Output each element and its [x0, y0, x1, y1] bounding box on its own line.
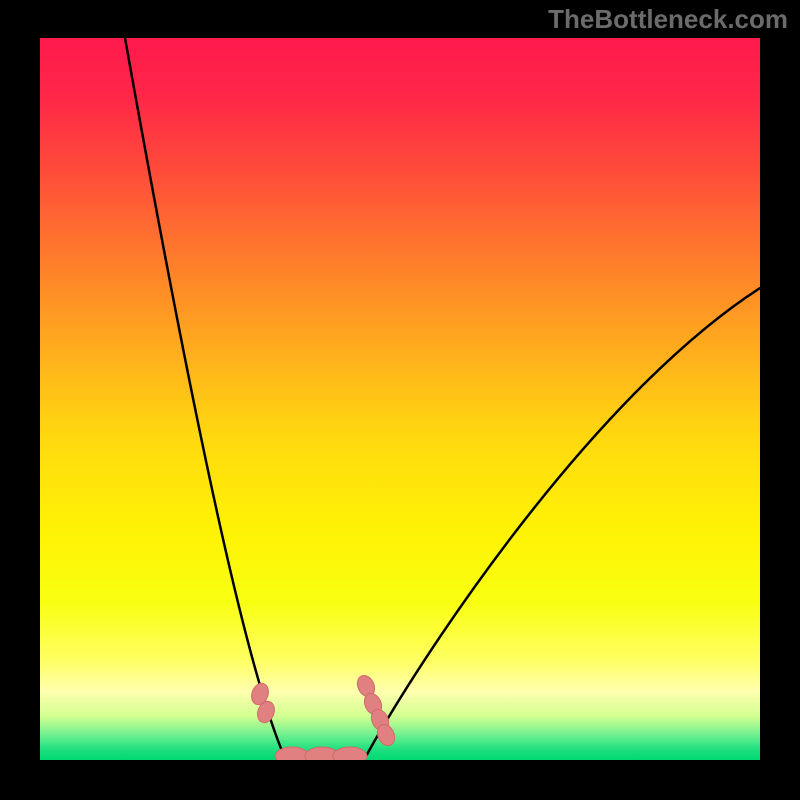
plot-svg	[40, 38, 760, 760]
gradient-background	[40, 38, 760, 760]
figure-root: TheBottleneck.com	[0, 0, 800, 800]
watermark-text: TheBottleneck.com	[548, 4, 788, 35]
plot-area	[40, 38, 760, 760]
